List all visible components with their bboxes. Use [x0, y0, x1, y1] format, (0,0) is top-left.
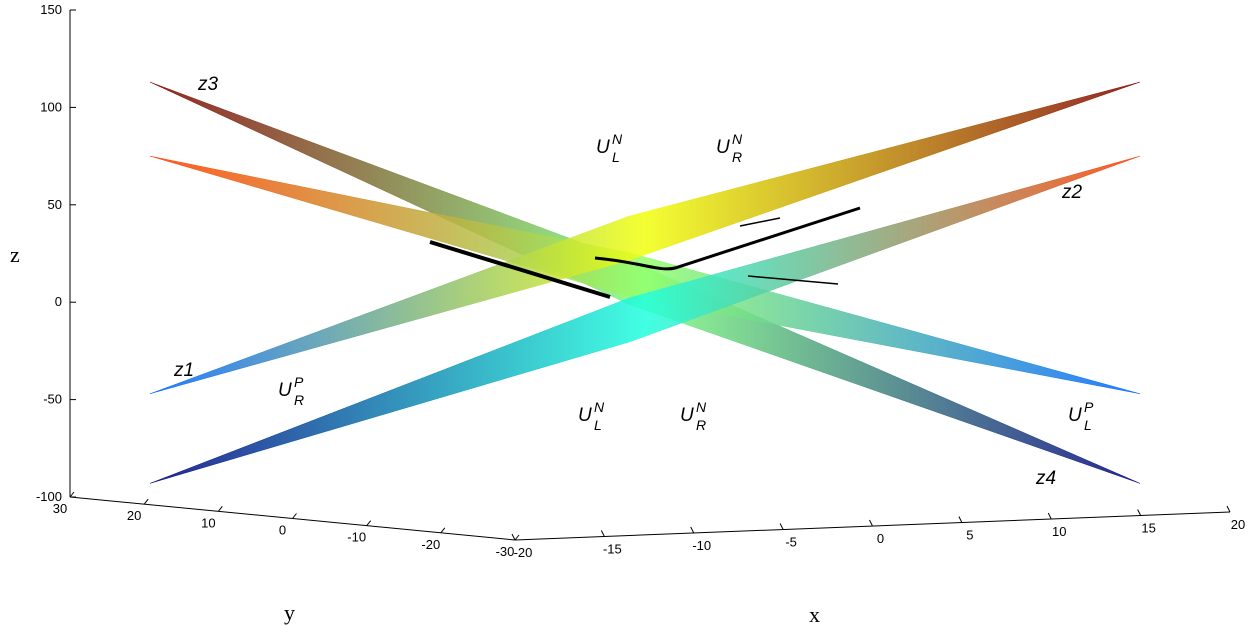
- x-tick-label: -15: [603, 542, 622, 557]
- y-tick-label: -30: [496, 544, 515, 559]
- annotation-sub: L: [594, 417, 602, 433]
- y-tick: [514, 534, 520, 541]
- z-tick-label: -50: [43, 392, 62, 407]
- annotation-sub: R: [294, 392, 304, 408]
- x-tick: [779, 523, 784, 530]
- annotation-base: z3: [197, 74, 219, 95]
- y-tick-label: -10: [347, 530, 366, 545]
- annotation-sub: L: [612, 149, 620, 165]
- annotation-sup: N: [696, 399, 707, 415]
- y-tick-label: 30: [53, 501, 67, 516]
- z-tick-label: 100: [40, 99, 62, 114]
- y-tick-label: 0: [279, 523, 286, 538]
- surface: [149, 155, 1141, 484]
- trajectory: [429, 240, 611, 299]
- annotation-sup: P: [294, 374, 304, 390]
- axes: [69, 9, 1231, 541]
- x-tick: [958, 516, 963, 523]
- annotation-base: z1: [173, 360, 194, 381]
- annotation-sub: R: [732, 149, 742, 165]
- annotation: z1: [173, 360, 194, 381]
- annotation: z3: [197, 74, 219, 95]
- x-tick-label: 5: [966, 528, 973, 543]
- annotation-base: U: [680, 405, 694, 426]
- annotation-sub: L: [1084, 417, 1092, 433]
- annotation-base: U: [716, 137, 730, 158]
- annotation-sub: R: [696, 417, 706, 433]
- z-axis-label: z: [10, 242, 20, 267]
- trajectory: [594, 206, 861, 271]
- z-tick-label: 50: [48, 197, 62, 212]
- y-tick-label: -20: [421, 537, 440, 552]
- x-tick-label: -5: [785, 535, 797, 550]
- x-tick: [690, 526, 695, 534]
- annotation: z4: [1035, 468, 1056, 489]
- z-tick-label: -100: [36, 489, 62, 504]
- x-tick-label: -10: [692, 538, 711, 553]
- annotation-base: U: [578, 405, 592, 426]
- surfaces: [149, 81, 1141, 484]
- annotation-sup: N: [594, 399, 605, 415]
- x-tick-label: 20: [1231, 517, 1245, 532]
- y-tick: [440, 527, 446, 534]
- annotation-base: U: [1068, 405, 1082, 426]
- trajectory: [747, 275, 839, 285]
- annotation-sup: N: [732, 131, 743, 147]
- trajectories: [429, 206, 861, 299]
- surface: [149, 81, 1141, 394]
- annotation-base: U: [596, 137, 610, 158]
- annotation-sup: N: [612, 131, 623, 147]
- y-tick-label: 20: [127, 508, 141, 523]
- annotation-base: z4: [1035, 468, 1056, 489]
- y-tick: [69, 491, 75, 498]
- x-tick: [1047, 512, 1052, 520]
- x-axis-label: x: [809, 602, 820, 626]
- x-tick: [1137, 509, 1142, 516]
- x-tick-label: 0: [877, 531, 884, 546]
- annotation-sup: P: [1084, 399, 1094, 415]
- x-tick: [1226, 505, 1231, 513]
- x-tick-label: 10: [1052, 524, 1066, 539]
- trajectory: [739, 217, 781, 227]
- y-axis-label: y: [284, 600, 295, 625]
- y-tick: [366, 520, 372, 526]
- x-tick-label: -20: [514, 545, 533, 560]
- annotation: z2: [1061, 182, 1083, 203]
- x-tick: [600, 530, 605, 537]
- annotation-base: z2: [1061, 182, 1083, 203]
- x-tick: [511, 533, 516, 541]
- surface: [149, 155, 1141, 395]
- x-tick: [869, 519, 873, 527]
- annotation-base: U: [278, 380, 292, 401]
- y-tick: [217, 506, 223, 512]
- z-tick-label: 150: [40, 2, 62, 17]
- z-tick-label: 0: [55, 294, 62, 309]
- y-tick-label: 10: [201, 515, 215, 530]
- y-tick: [143, 498, 149, 505]
- y-tick: [292, 513, 297, 519]
- x-tick-label: 15: [1141, 521, 1155, 536]
